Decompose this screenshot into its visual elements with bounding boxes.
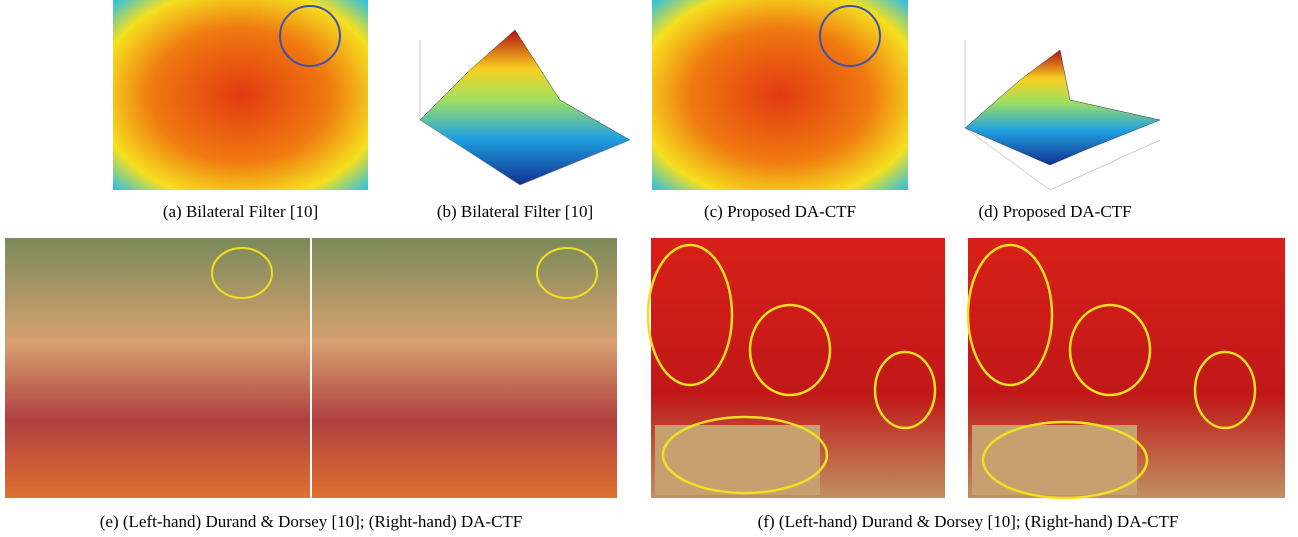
- caption: (a) Bilateral Filter [10]: [113, 202, 368, 222]
- figure-images: [0, 0, 1298, 537]
- figure: (a) Bilateral Filter [10] (b) Bilateral …: [0, 0, 1298, 537]
- image-e: [5, 238, 617, 498]
- caption: (c) Proposed DA-CTF: [652, 202, 908, 222]
- image-a: [113, 0, 368, 190]
- caption: (b) Bilateral Filter [10]: [385, 202, 645, 222]
- caption: (e) (Left-hand) Durand & Dorsey [10]; (R…: [5, 512, 617, 532]
- caption: (f) (Left-hand) Durand & Dorsey [10]; (R…: [651, 512, 1285, 532]
- plot-d: [965, 40, 1160, 190]
- caption: (d) Proposed DA-CTF: [925, 202, 1185, 222]
- plot-b: [420, 30, 630, 185]
- image-c: [652, 0, 908, 190]
- image-f: [648, 238, 1285, 498]
